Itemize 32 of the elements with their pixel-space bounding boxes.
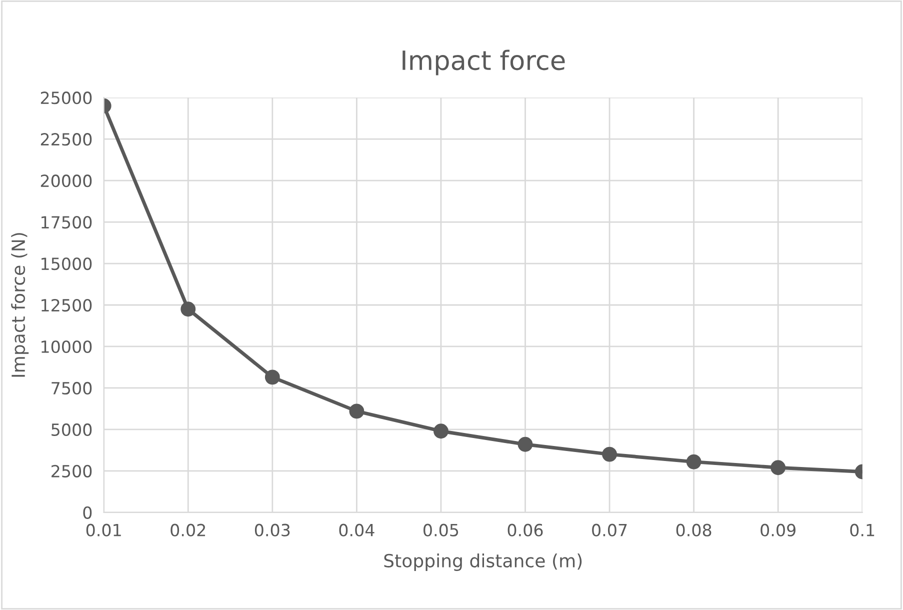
y-tick-label: 10000	[42, 340, 92, 354]
x-tick-label: 0.1	[850, 524, 874, 536]
x-tick-label: 0.07	[592, 524, 627, 536]
y-tick-label: 25000	[40, 92, 92, 104]
x-tick-label: 0.08	[676, 524, 712, 536]
y-tick-label: 22500	[40, 133, 92, 146]
y-tick-label: 15000	[42, 257, 92, 270]
point	[180, 302, 196, 317]
y-tick-label: 20000	[40, 174, 92, 188]
x-tick-label: 0.05	[424, 524, 458, 536]
point	[770, 460, 786, 476]
x-tick-label: 0.02	[170, 524, 206, 536]
x-axis-title: Stopping distance (m)	[384, 554, 582, 572]
x-tick-label: 0.09	[760, 524, 796, 536]
x-tick-label: 0.04	[339, 524, 374, 536]
point	[349, 404, 364, 419]
y-tick-label: 17500	[42, 216, 92, 229]
y-axis-title: Impact force (N)	[11, 233, 29, 377]
point	[686, 454, 702, 470]
chart-title: Impact force	[402, 50, 565, 76]
y-tick-label: 2500	[52, 464, 92, 478]
point	[264, 370, 280, 385]
y-tick-label: 12500	[42, 298, 92, 312]
point	[518, 436, 533, 452]
y-tick-label: 5000	[52, 423, 92, 436]
point	[434, 424, 448, 439]
x-tick-label: 0.06	[508, 524, 543, 536]
y-tick-label: 7500	[52, 382, 92, 395]
x-tick-label: 0.03	[254, 524, 290, 536]
x-tick-label: 0.01	[86, 524, 121, 536]
y-tick-label: 0	[83, 506, 92, 519]
point	[602, 446, 617, 462]
